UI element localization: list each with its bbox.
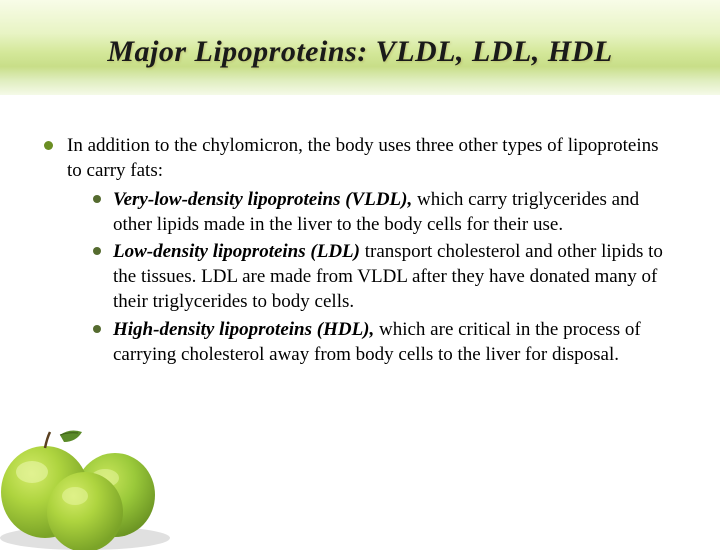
content-area: In addition to the chylomicron, the body… [0,95,720,369]
header-band: Major Lipoproteins: VLDL, LDL, HDL [0,0,720,95]
bullet-icon [93,195,101,203]
list-item: Very-low-density lipoproteins (VLDL), wh… [93,187,676,237]
item-text: High-density lipoproteins (HDL), which a… [113,317,676,367]
slide-title: Major Lipoproteins: VLDL, LDL, HDL [107,35,612,69]
intro-text: In addition to the chylomicron, the body… [67,135,659,181]
item-term: Very-low-density lipoproteins (VLDL), [113,189,412,210]
bullet-icon [44,141,53,150]
main-bullet-item: In addition to the chylomicron, the body… [44,133,676,369]
item-text: Low-density lipoproteins (LDL) transport… [113,239,676,314]
item-term: High-density lipoproteins (HDL), [113,319,374,340]
item-text: Very-low-density lipoproteins (VLDL), wh… [113,187,676,237]
list-item: High-density lipoproteins (HDL), which a… [93,317,676,367]
sub-list: Very-low-density lipoproteins (VLDL), wh… [67,187,676,367]
bullet-icon [93,247,101,255]
bullet-icon [93,325,101,333]
apples-decoration-icon [0,400,180,550]
item-term: Low-density lipoproteins (LDL) [113,241,360,262]
main-text-block: In addition to the chylomicron, the body… [67,133,676,369]
list-item: Low-density lipoproteins (LDL) transport… [93,239,676,314]
